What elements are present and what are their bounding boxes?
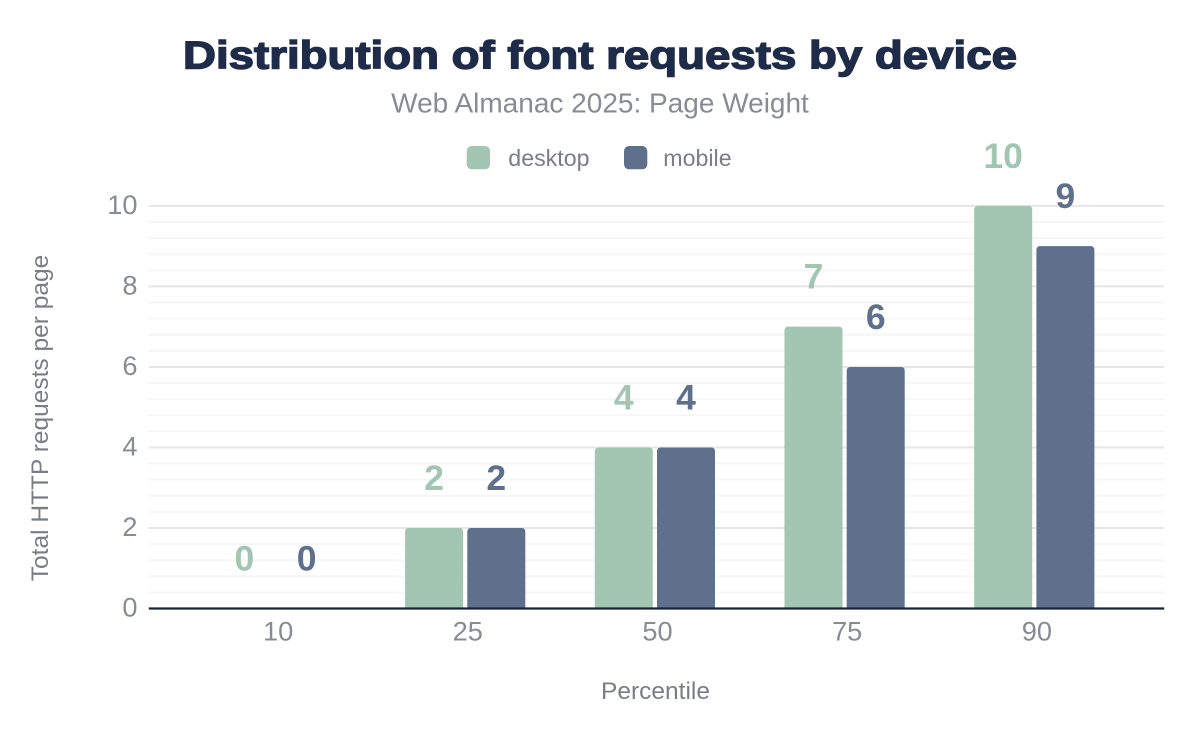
svg-text:2: 2 — [424, 458, 444, 498]
svg-text:Total HTTP requests per page: Total HTTP requests per page — [27, 255, 54, 581]
svg-text:90: 90 — [1022, 615, 1052, 646]
svg-text:Percentile: Percentile — [601, 678, 710, 705]
svg-text:6: 6 — [122, 350, 137, 381]
svg-text:9: 9 — [1056, 176, 1076, 216]
svg-text:Distribution of font requests: Distribution of font requests by device — [183, 33, 1017, 76]
svg-text:10: 10 — [983, 136, 1023, 176]
svg-text:desktop: desktop — [508, 145, 589, 171]
svg-text:0: 0 — [297, 539, 317, 579]
svg-text:7: 7 — [804, 257, 824, 297]
svg-text:4: 4 — [614, 377, 634, 417]
svg-text:2: 2 — [486, 458, 506, 498]
svg-text:2: 2 — [122, 511, 137, 542]
svg-text:0: 0 — [235, 539, 255, 579]
svg-text:0: 0 — [122, 592, 137, 623]
svg-text:50: 50 — [642, 615, 672, 646]
svg-text:Web Almanac 2025: Page Weight: Web Almanac 2025: Page Weight — [391, 88, 809, 119]
svg-text:10: 10 — [263, 615, 293, 646]
svg-text:75: 75 — [832, 615, 862, 646]
svg-text:4: 4 — [122, 430, 137, 461]
svg-text:mobile: mobile — [663, 145, 731, 171]
svg-text:10: 10 — [107, 189, 137, 220]
svg-text:6: 6 — [866, 297, 886, 337]
svg-text:25: 25 — [453, 615, 483, 646]
svg-text:8: 8 — [122, 269, 137, 300]
svg-text:4: 4 — [676, 377, 696, 417]
